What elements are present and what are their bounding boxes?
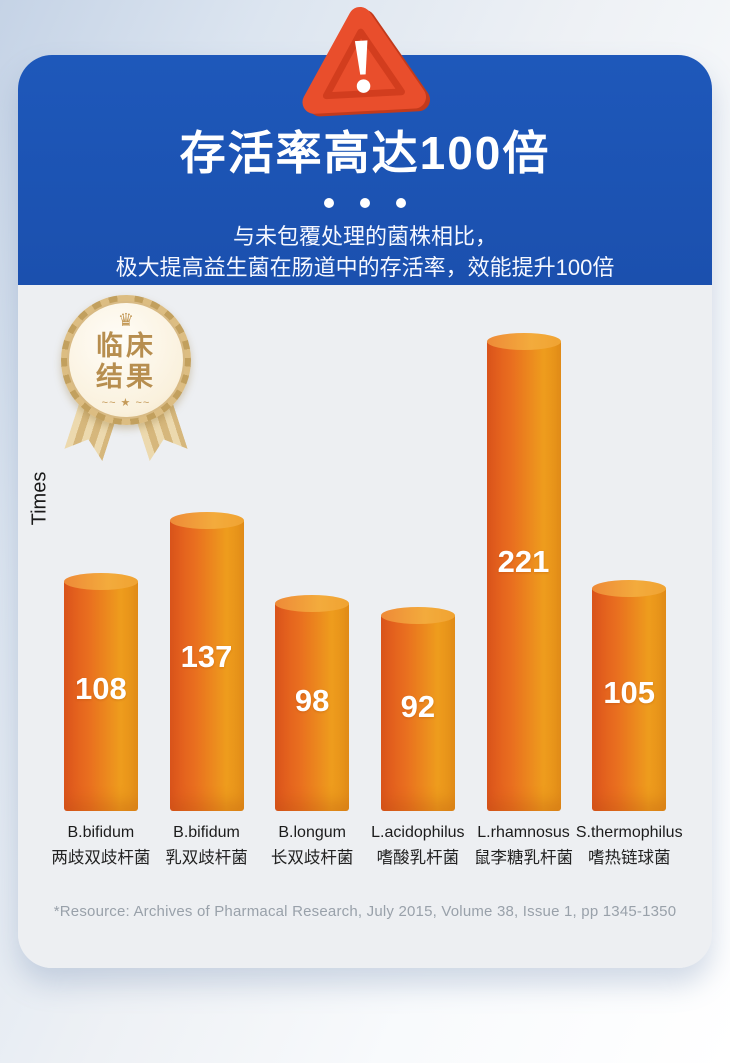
- bar: 108: [63, 573, 138, 811]
- bar-column: 98 B.longum 长双歧杆菌: [259, 595, 365, 880]
- dot: [324, 198, 334, 208]
- bar-label-chinese: 鼠李糖乳杆菌: [474, 849, 574, 867]
- bar: 92: [380, 607, 455, 811]
- bar-cap: [592, 580, 667, 597]
- bar: 137: [169, 512, 244, 811]
- bar-value: 92: [400, 689, 436, 725]
- clinical-results-medal: ♛ 临床 结果 ~~ ★ ~~: [50, 295, 202, 463]
- chart-panel: ♛ 临床 结果 ~~ ★ ~~ Times 108 B.bifidum 两歧双歧杆菌…: [18, 285, 712, 968]
- source-citation: *Resource: Archives of Pharmacal Researc…: [53, 903, 677, 920]
- bar-column: 221 L.rhamnosus 鼠李糖乳杆菌: [471, 333, 577, 880]
- crown-icon: ♛: [117, 309, 135, 330]
- page-title: 存活率高达100倍: [179, 127, 551, 179]
- bar-label-chinese: 嗜酸乳杆菌: [376, 849, 460, 867]
- subtitle-line-1: 与未包覆处理的菌株相比，: [232, 224, 497, 249]
- medal-text-line-1: 临床: [96, 330, 156, 361]
- bar-label-chinese: 嗜热链球菌: [587, 849, 671, 867]
- bar: 221: [486, 333, 561, 811]
- medal-face: ♛ 临床 结果 ~~ ★ ~~: [67, 301, 185, 419]
- bars-row: 108 B.bifidum 两歧双歧杆菌 137 B.bifidum 乳双歧杆菌 98 B.l…: [48, 285, 683, 880]
- bar-value: 221: [497, 543, 550, 579]
- bar-label-latin: B.longum: [278, 824, 346, 841]
- bar-column: 92 L.acidophilus 嗜酸乳杆菌: [365, 607, 471, 880]
- subtitle: 与未包覆处理的菌株相比， 极大提高益生菌在肠道中的存活率，效能提升100倍: [18, 221, 712, 283]
- bar-column: 137 B.bifidum 乳双歧杆菌: [154, 512, 260, 880]
- bar-cap: [63, 573, 138, 590]
- card-header: 存活率高达100倍 与未包覆处理的菌株相比， 极大提高益生菌在肠道中的存活率，效…: [18, 55, 712, 285]
- bar-label-chinese: 乳双歧杆菌: [165, 849, 248, 867]
- laurel-star-icon: ~~ ★ ~~: [101, 397, 151, 410]
- main-card: 存活率高达100倍 与未包覆处理的菌株相比， 极大提高益生菌在肠道中的存活率，效…: [18, 55, 712, 968]
- bar-label-chinese: 长双歧杆菌: [270, 849, 354, 867]
- bar-value: 137: [180, 638, 233, 674]
- bar-cap: [275, 595, 350, 612]
- bar-cap: [169, 512, 244, 529]
- medal-text-line-2: 结果: [96, 362, 156, 392]
- bar-cap: [380, 607, 455, 624]
- bar-value: 105: [603, 674, 656, 710]
- medal-scalloped-ring: ♛ 临床 结果 ~~ ★ ~~: [61, 295, 191, 425]
- bar-label-latin: L.rhamnosus: [477, 824, 570, 841]
- dot: [360, 198, 370, 208]
- bar-column: 108 B.bifidum 两歧双歧杆菌: [48, 573, 154, 880]
- bar-value: 108: [74, 671, 127, 707]
- bar-cap: [486, 333, 561, 350]
- dot: [396, 198, 406, 208]
- bar-label-latin: L.acidophilus: [371, 824, 465, 841]
- bar-label-chinese: 两歧双歧杆菌: [51, 849, 151, 867]
- bar-label-latin: B.bifidum: [173, 824, 240, 841]
- bar: 105: [592, 580, 667, 811]
- bar-label-latin: B.bifidum: [67, 824, 135, 841]
- alert-triangle-icon: [294, 4, 431, 123]
- bar-value: 98: [294, 682, 330, 718]
- bar-column: 105 S.thermophilus 嗜热链球菌: [575, 580, 683, 880]
- dots-divider: [18, 198, 712, 208]
- bar-label-latin: S.thermophilus: [575, 824, 683, 841]
- bar: 98: [275, 595, 350, 811]
- subtitle-line-2: 极大提高益生菌在肠道中的存活率，效能提升100倍: [115, 255, 615, 281]
- medal-text: 临床 结果: [96, 331, 156, 393]
